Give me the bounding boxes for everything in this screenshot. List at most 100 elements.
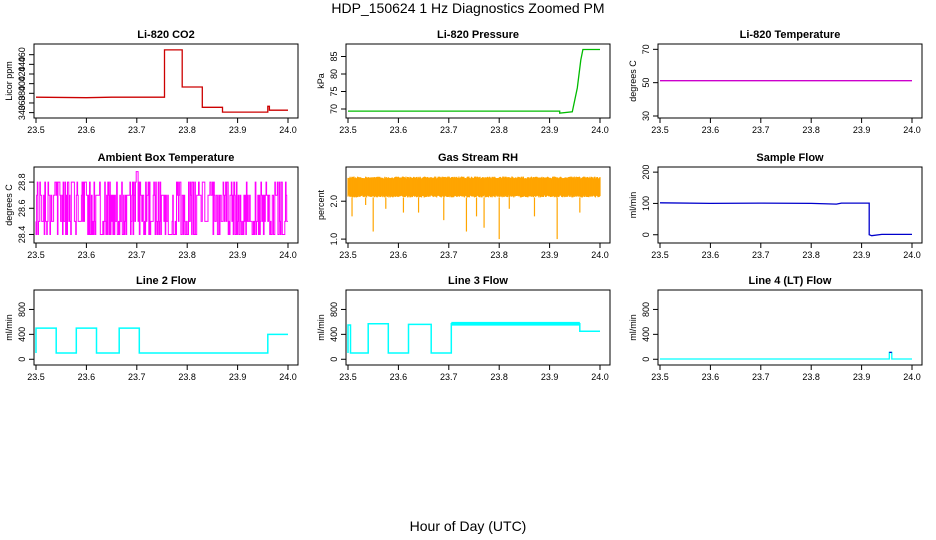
plot-frame — [657, 166, 923, 244]
panel-title: Line 2 Flow — [136, 275, 196, 287]
panel-title: Sample Flow — [756, 152, 824, 164]
x-tick-label: 23.6 — [390, 372, 408, 382]
y-tick-label: 440 — [17, 57, 27, 72]
y-tick-label: 0 — [641, 232, 651, 237]
y-tick-label: 2.0 — [329, 195, 339, 208]
x-tick-label: 23.6 — [78, 125, 96, 135]
panel-3: Li-820 Temperature degrees C 23.5 23.6 23.7 2… — [628, 29, 923, 135]
x-tick-label: 23.5 — [651, 125, 669, 135]
x-tick-label: 23.6 — [78, 250, 96, 260]
y-tick-label: 100 — [641, 196, 651, 211]
figure-title: HDP_150624 1 Hz Diagnostics Zoomed PM — [331, 0, 605, 16]
y-tick-label: 28.4 — [17, 226, 27, 244]
plot-frame — [33, 43, 299, 119]
x-tick-label: 23.8 — [178, 372, 196, 382]
data-layer — [35, 49, 288, 113]
y-tick-label: 800 — [329, 302, 339, 317]
figure-xlabel: Hour of Day (UTC) — [409, 518, 527, 534]
x-tick-label: 23.8 — [802, 250, 820, 260]
y-tick-label: 800 — [641, 302, 651, 317]
x-tick-label: 23.9 — [541, 372, 559, 382]
y-axis-label: ml/min — [316, 314, 326, 341]
x-tick-label: 23.6 — [702, 125, 720, 135]
panel-7: Line 2 Flow ml/min 23.5 23.6 23.7 23.8 23.9 24.… — [4, 275, 299, 382]
y-tick-label: 70 — [641, 44, 651, 54]
x-tick-label: 23.7 — [128, 125, 146, 135]
y-axis-label: percent — [316, 189, 326, 220]
series-line — [659, 202, 912, 237]
flow-band — [451, 321, 580, 326]
y-tick-label: 460 — [17, 47, 27, 62]
series-line — [35, 327, 288, 354]
y-tick-label: 28.6 — [17, 200, 27, 218]
x-tick-label: 23.9 — [853, 250, 871, 260]
x-tick-label: 23.8 — [490, 250, 508, 260]
x-tick-label: 23.9 — [853, 372, 871, 382]
x-tick-label: 23.7 — [128, 250, 146, 260]
x-tick-label: 23.8 — [490, 372, 508, 382]
y-axis-label: ml/min — [628, 192, 638, 219]
y-tick-label: 800 — [17, 302, 27, 317]
x-tick-label: 23.8 — [490, 125, 508, 135]
panel-title: Ambient Box Temperature — [98, 152, 235, 164]
x-tick-label: 23.5 — [27, 372, 45, 382]
x-tick-label: 24.0 — [279, 372, 297, 382]
x-tick-label: 24.0 — [279, 250, 297, 260]
y-tick-label: 75 — [329, 86, 339, 96]
y-tick-label: 200 — [641, 165, 651, 180]
data-layer — [348, 48, 600, 114]
series-line — [347, 323, 600, 354]
y-tick-label: 80 — [329, 69, 339, 79]
x-tick-label: 24.0 — [279, 125, 297, 135]
y-tick-label: 30 — [641, 111, 651, 121]
x-tick-label: 23.5 — [27, 125, 45, 135]
x-tick-label: 23.8 — [802, 125, 820, 135]
x-tick-label: 23.9 — [229, 125, 247, 135]
plot-frame — [345, 289, 611, 366]
y-tick-label: 0 — [329, 357, 339, 362]
y-tick-label: 400 — [17, 76, 27, 91]
x-tick-label: 24.0 — [591, 125, 609, 135]
panel-5: Gas Stream RH percent 23.5 23.6 23.7 23.8 23.9… — [316, 152, 611, 260]
y-tick-label: 0 — [17, 357, 27, 362]
x-tick-label: 23.5 — [651, 250, 669, 260]
x-tick-label: 23.8 — [178, 125, 196, 135]
x-tick-label: 24.0 — [591, 372, 609, 382]
x-tick-label: 24.0 — [903, 250, 921, 260]
x-tick-label: 23.9 — [229, 250, 247, 260]
y-axis-label: kPa — [316, 73, 326, 89]
x-tick-label: 23.8 — [178, 250, 196, 260]
data-layer — [347, 176, 601, 240]
y-tick-label: 50 — [641, 78, 651, 88]
x-tick-label: 23.9 — [229, 372, 247, 382]
series-line — [660, 351, 912, 360]
y-tick-label: 340 — [17, 105, 27, 120]
y-axis-label: Licor ppm — [4, 61, 14, 101]
panel-title: Li-820 CO2 — [137, 29, 194, 41]
data-layer — [35, 171, 288, 235]
panel-title: Li-820 Pressure — [437, 29, 519, 41]
panel-title: Li-820 Temperature — [740, 29, 841, 41]
plot-frame — [657, 289, 923, 366]
x-tick-label: 23.7 — [752, 125, 770, 135]
y-tick-label: 0 — [641, 357, 651, 362]
panel-title: Line 3 Flow — [448, 275, 508, 287]
plot-frame — [657, 43, 923, 119]
x-tick-label: 23.7 — [752, 372, 770, 382]
y-tick-label: 28.8 — [17, 173, 27, 191]
x-tick-label: 24.0 — [591, 250, 609, 260]
y-tick-label: 380 — [17, 86, 27, 101]
plot-frame — [345, 166, 611, 244]
panel-title: Line 4 (LT) Flow — [749, 275, 832, 287]
panel-6: Sample Flow ml/min 23.5 23.6 23.7 23.8 23.9 24.… — [628, 152, 923, 260]
y-tick-label: 1.0 — [329, 233, 339, 246]
y-tick-label: 400 — [641, 327, 651, 342]
data-layer — [660, 351, 912, 360]
panel-8: Line 3 Flow ml/min 23.5 23.6 23.7 23.8 23.9 24.… — [316, 275, 611, 382]
plot-frame — [33, 166, 299, 244]
x-tick-label: 23.7 — [440, 372, 458, 382]
panel-9: Line 4 (LT) Flow ml/min 23.5 23.6 23.7 23.8 23… — [628, 275, 923, 382]
x-tick-label: 23.5 — [339, 372, 357, 382]
